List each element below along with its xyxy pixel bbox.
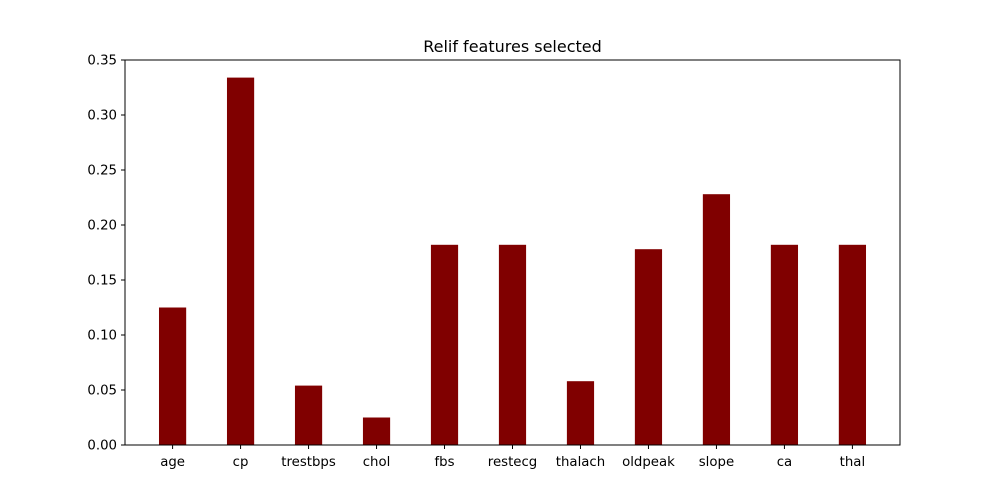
y-tick-label: 0.25 (87, 164, 117, 179)
x-tick-label: oldpeak (622, 455, 675, 470)
bar-chol (362, 417, 391, 445)
y-tick-label: 0.05 (87, 384, 117, 399)
bar-thalach (566, 381, 595, 445)
x-tick-label: ca (777, 455, 792, 470)
y-tick-label: 0.15 (87, 274, 117, 289)
y-tick-label: 0.00 (87, 439, 117, 454)
y-axis: 0.00 0.05 0.10 0.15 0.20 0.25 0.30 0.35 (87, 54, 125, 454)
bar-cp (226, 77, 255, 445)
chart-title: Relif features selected (423, 37, 602, 56)
x-tick-label: fbs (434, 455, 454, 470)
bar-fbs (430, 244, 459, 445)
x-tick-label: restecg (488, 455, 537, 470)
x-tick-label: cp (233, 455, 249, 470)
bar-ca (770, 244, 799, 445)
x-tick-label: thal (840, 455, 865, 470)
bar-trestbps (294, 385, 323, 445)
bar-thal (838, 244, 867, 445)
x-tick-label: age (160, 455, 185, 470)
x-axis: age cp trestbps chol fbs restecg thalach oldpea… (160, 445, 865, 470)
x-tick-label: chol (363, 455, 391, 470)
bar-age (158, 307, 187, 445)
bars-group (158, 77, 867, 445)
y-tick-label: 0.20 (87, 219, 117, 234)
x-tick-label: trestbps (281, 455, 336, 470)
plot-frame (124, 59, 901, 446)
bar-restecg (498, 244, 527, 445)
y-tick-label: 0.30 (87, 109, 117, 124)
y-tick-label: 0.10 (87, 329, 117, 344)
x-tick-label: slope (699, 455, 734, 470)
bar-oldpeak (634, 249, 663, 445)
x-tick-label: thalach (556, 455, 605, 470)
bar-slope (702, 194, 731, 445)
y-tick-label: 0.35 (87, 54, 117, 69)
